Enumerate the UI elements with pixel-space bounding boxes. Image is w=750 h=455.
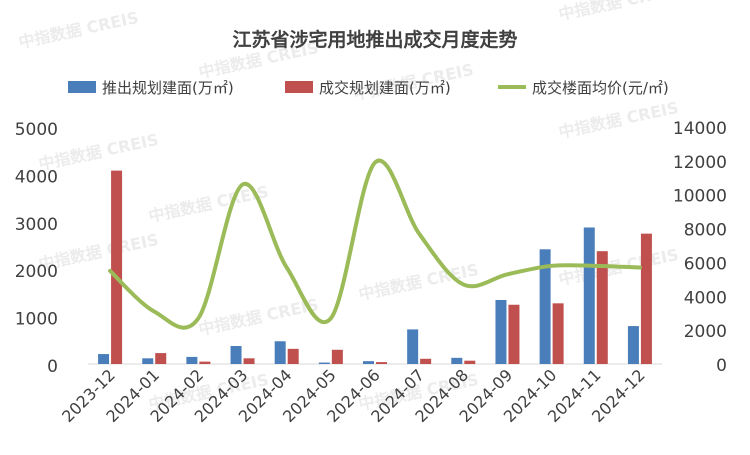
bar-transacted <box>243 358 255 364</box>
bar-transacted <box>287 348 299 364</box>
watermark-text: 中指数据 CREIS <box>197 295 320 339</box>
left-axis: 0 1000 2000 3000 4000 5000 <box>15 120 58 377</box>
right-tick-label: 14000 <box>673 119 727 139</box>
bar-transacted <box>376 362 387 364</box>
left-tick-label: 0 <box>47 357 58 377</box>
price-line <box>108 158 642 330</box>
bar-launched <box>142 358 154 364</box>
legend-label: 推出规划建面(万㎡) <box>102 79 234 97</box>
bar-launched <box>230 345 242 364</box>
bar-transacted <box>508 304 520 364</box>
bars <box>98 170 652 364</box>
bar-launched <box>274 341 286 364</box>
bar-launched <box>451 357 463 364</box>
bar-launched <box>363 361 374 364</box>
bar-launched <box>627 326 639 364</box>
right-tick-label: 4000 <box>684 288 727 308</box>
watermark-text: 中指数据 CREIS <box>557 0 680 24</box>
left-tick-label: 4000 <box>15 167 58 187</box>
left-tick-label: 2000 <box>15 262 58 282</box>
bar-launched <box>583 227 595 364</box>
right-tick-label: 2000 <box>684 322 727 342</box>
bar-transacted <box>552 303 564 364</box>
legend-label: 成交楼面均价(元/㎡) <box>532 79 669 97</box>
bar-launched <box>186 356 198 364</box>
left-tick-label: 5000 <box>15 120 58 140</box>
bar-transacted <box>464 360 476 364</box>
line-layer <box>108 158 642 330</box>
right-tick-label: 12000 <box>673 153 727 173</box>
bar-transacted <box>331 349 343 364</box>
legend-swatch-bar <box>285 81 313 93</box>
right-tick-label: 8000 <box>684 221 727 241</box>
watermark-text: 中指数据 CREIS <box>557 98 680 142</box>
right-axis: 0 2000 4000 6000 8000 10000 12000 14000 <box>673 119 727 376</box>
bar-transacted <box>596 251 608 364</box>
legend: 推出规划建面(万㎡) 成交规划建面(万㎡) 成交楼面均价(元/㎡) <box>68 79 669 97</box>
right-tick-label: 0 <box>716 356 727 376</box>
bar-launched <box>495 300 507 364</box>
chart-title: 江苏省涉宅用地推出成交月度走势 <box>232 28 517 51</box>
bar-transacted <box>155 353 167 364</box>
bar-transacted <box>111 170 123 364</box>
right-tick-label: 10000 <box>673 187 727 207</box>
bar-launched <box>539 249 551 364</box>
bar-launched <box>318 362 330 364</box>
bar-launched <box>407 329 419 364</box>
left-tick-label: 1000 <box>15 310 58 330</box>
bar-transacted <box>420 358 432 364</box>
right-tick-label: 6000 <box>684 254 727 274</box>
watermark-text: 中指数据 CREIS <box>17 8 140 52</box>
bar-launched <box>98 354 110 364</box>
legend-swatch-bar <box>68 81 96 93</box>
left-tick-label: 3000 <box>15 215 58 235</box>
legend-label: 成交规划建面(万㎡) <box>319 79 451 97</box>
bar-transacted <box>199 361 211 364</box>
bar-transacted <box>640 233 652 364</box>
